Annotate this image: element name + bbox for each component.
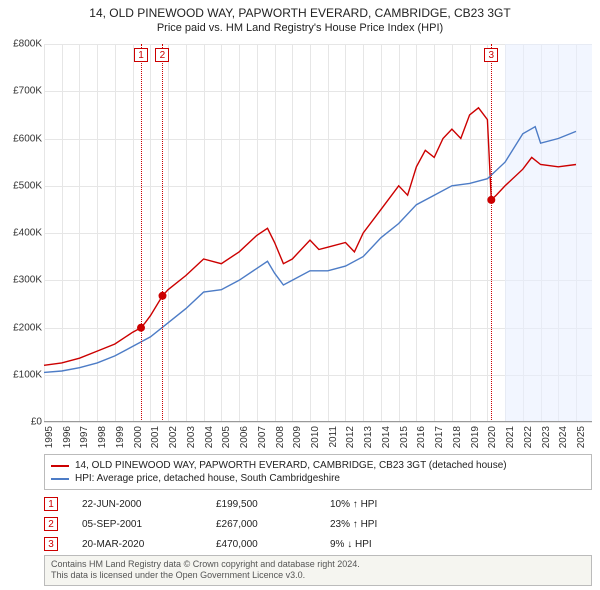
y-tick-label: £600K: [2, 133, 42, 144]
event-diff: 9% ↓ HPI: [330, 539, 440, 550]
y-tick-label: £700K: [2, 86, 42, 97]
event-price: £199,500: [216, 499, 306, 510]
event-date: 22-JUN-2000: [82, 499, 192, 510]
chart-zone: 123 199519961997199819992000200120022003…: [44, 44, 592, 422]
event-row: 2 05-SEP-2001 £267,000 23% ↑ HPI: [44, 514, 592, 534]
legend-label: HPI: Average price, detached house, Sout…: [75, 473, 340, 484]
event-date: 20-MAR-2020: [82, 539, 192, 550]
y-tick-label: £800K: [2, 39, 42, 50]
title-block: 14, OLD PINEWOOD WAY, PAPWORTH EVERARD, …: [0, 0, 600, 34]
event-price: £470,000: [216, 539, 306, 550]
y-tick-label: £0: [2, 417, 42, 428]
event-num-box: 1: [44, 497, 58, 511]
event-diff: 10% ↑ HPI: [330, 499, 440, 510]
license-box: Contains HM Land Registry data © Crown c…: [44, 555, 592, 586]
license-line2: This data is licensed under the Open Gov…: [51, 570, 585, 582]
event-row: 3 20-MAR-2020 £470,000 9% ↓ HPI: [44, 534, 592, 554]
figure-title: 14, OLD PINEWOOD WAY, PAPWORTH EVERARD, …: [0, 6, 600, 20]
x-axis-line: [44, 421, 592, 422]
event-row: 1 22-JUN-2000 £199,500 10% ↑ HPI: [44, 494, 592, 514]
y-tick-label: £300K: [2, 275, 42, 286]
figure-wrap: 14, OLD PINEWOOD WAY, PAPWORTH EVERARD, …: [0, 0, 600, 590]
series-hpi: [44, 127, 576, 373]
event-marker-1: 1: [134, 48, 148, 62]
legend-item: HPI: Average price, detached house, Sout…: [51, 472, 585, 485]
legend-swatch: [51, 478, 69, 480]
event-date: 05-SEP-2001: [82, 519, 192, 530]
event-num-box: 3: [44, 537, 58, 551]
figure-subtitle: Price paid vs. HM Land Registry's House …: [0, 22, 600, 34]
event-num-box: 2: [44, 517, 58, 531]
y-tick-label: £200K: [2, 322, 42, 333]
legend-label: 14, OLD PINEWOOD WAY, PAPWORTH EVERARD, …: [75, 460, 507, 471]
license-line1: Contains HM Land Registry data © Crown c…: [51, 559, 585, 571]
plot-svg: [44, 44, 592, 422]
legend-item: 14, OLD PINEWOOD WAY, PAPWORTH EVERARD, …: [51, 459, 585, 472]
event-diff: 23% ↑ HPI: [330, 519, 440, 530]
legend: 14, OLD PINEWOOD WAY, PAPWORTH EVERARD, …: [44, 454, 592, 490]
event-price: £267,000: [216, 519, 306, 530]
y-tick-label: £100K: [2, 369, 42, 380]
y-tick-label: £400K: [2, 228, 42, 239]
series-property: [44, 108, 576, 366]
event-marker-3: 3: [484, 48, 498, 62]
events-table: 1 22-JUN-2000 £199,500 10% ↑ HPI 2 05-SEP-200…: [44, 494, 592, 554]
y-tick-label: £500K: [2, 180, 42, 191]
legend-swatch: [51, 465, 69, 467]
event-marker-2: 2: [155, 48, 169, 62]
